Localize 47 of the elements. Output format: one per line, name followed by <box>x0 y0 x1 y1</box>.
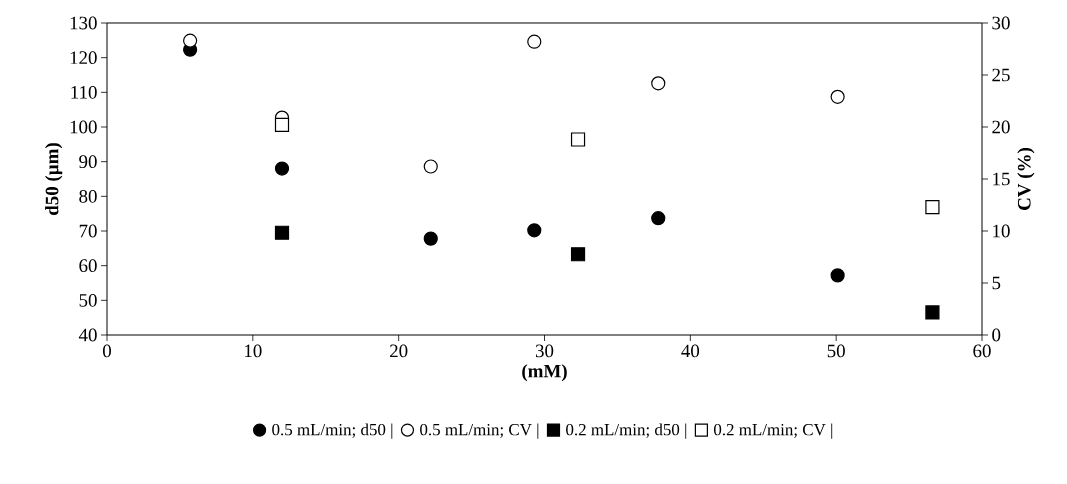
point <box>527 223 542 238</box>
y-tick-label: 100 <box>70 120 97 134</box>
x-tick-label: 30 <box>535 344 554 358</box>
point <box>830 89 845 104</box>
point <box>274 161 290 176</box>
y-tick-label: 50 <box>79 293 97 307</box>
y-tick-label: 70 <box>79 224 97 238</box>
x-axis-title: (mM) <box>522 364 567 382</box>
y2-axis-title: CV (%) <box>1017 148 1035 210</box>
legend-label: 0.5 mL/min; CV | <box>420 423 539 439</box>
y2-tick-label: 20 <box>992 120 1010 134</box>
x-tick-label: 40 <box>681 344 700 358</box>
y2-tick-label: 5 <box>992 276 1001 290</box>
y2-tick-label: 0 <box>992 328 1001 342</box>
point <box>651 211 666 226</box>
legend-label: 0.2 mL/min; d50 | <box>566 423 687 439</box>
legend-label: 0.2 mL/min; CV | <box>714 423 833 439</box>
y-tick-label: 120 <box>70 51 97 65</box>
y2-tick-label: 30 <box>992 16 1010 30</box>
y-tick-label: 60 <box>79 259 97 273</box>
x-tick-label: 50 <box>827 344 845 358</box>
point <box>830 268 845 283</box>
point <box>925 305 940 320</box>
point <box>183 33 198 48</box>
point <box>423 159 438 174</box>
x-tick-label: 20 <box>390 344 408 358</box>
x-tick-label: 60 <box>973 344 991 358</box>
y-axis-title: d50 (µm) <box>45 143 63 215</box>
point <box>570 247 586 262</box>
y2-tick-label: 25 <box>992 68 1010 82</box>
y2-tick-label: 15 <box>993 172 1010 186</box>
point <box>570 132 586 147</box>
y-tick-label: 90 <box>79 155 97 169</box>
point <box>274 117 290 133</box>
point <box>651 76 666 91</box>
legend-label: 0.5 mL/min; d50 | <box>272 423 393 439</box>
point <box>423 231 438 246</box>
y2-tick-label: 10 <box>993 224 1010 238</box>
point <box>925 199 940 215</box>
point <box>274 225 290 240</box>
x-tick-label: 0 <box>102 344 111 358</box>
point <box>527 34 542 49</box>
y-tick-label: 130 <box>70 16 97 30</box>
y-tick-label: 40 <box>78 328 97 342</box>
x-tick-label: 10 <box>245 344 262 358</box>
y-tick-label: 80 <box>79 189 97 203</box>
y-tick-label: 110 <box>71 85 97 99</box>
